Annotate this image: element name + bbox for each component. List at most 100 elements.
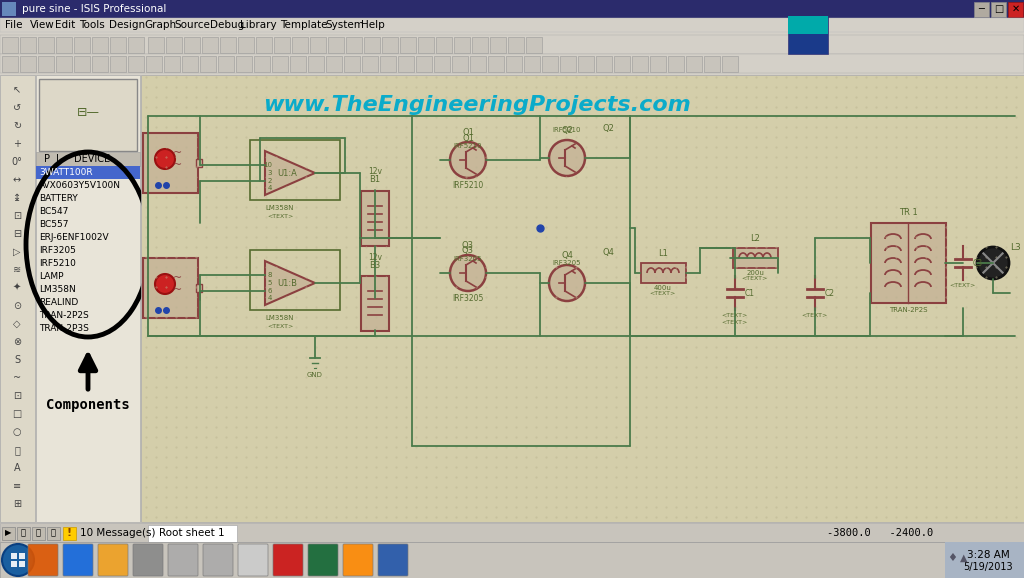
Text: ⌒: ⌒: [14, 445, 19, 455]
Text: L2: L2: [750, 234, 760, 243]
Text: □: □: [12, 409, 22, 419]
FancyBboxPatch shape: [364, 36, 380, 53]
Text: L1: L1: [658, 249, 668, 258]
Text: ERJ-6ENF1002V: ERJ-6ENF1002V: [39, 233, 109, 242]
FancyBboxPatch shape: [0, 35, 1024, 54]
FancyBboxPatch shape: [256, 36, 272, 53]
Text: www.TheEngineeringProjects.com: www.TheEngineeringProjects.com: [263, 95, 690, 115]
Text: Tools: Tools: [80, 20, 105, 30]
FancyBboxPatch shape: [523, 55, 541, 72]
Text: ⊙: ⊙: [13, 301, 22, 311]
FancyBboxPatch shape: [92, 36, 109, 53]
FancyBboxPatch shape: [19, 55, 36, 72]
Circle shape: [450, 142, 486, 178]
Text: 0°: 0°: [11, 157, 23, 167]
Text: ○: ○: [12, 427, 22, 437]
Text: AVX0603Y5V100N: AVX0603Y5V100N: [39, 181, 121, 190]
Text: □: □: [994, 4, 1004, 14]
FancyBboxPatch shape: [181, 55, 199, 72]
FancyBboxPatch shape: [1008, 2, 1023, 17]
FancyBboxPatch shape: [36, 166, 140, 179]
Text: ~: ~: [13, 373, 22, 383]
Text: System: System: [326, 20, 365, 30]
FancyBboxPatch shape: [945, 542, 1024, 578]
FancyBboxPatch shape: [2, 527, 15, 540]
Text: LM358N: LM358N: [39, 285, 76, 294]
Text: ≋: ≋: [13, 265, 22, 275]
FancyBboxPatch shape: [434, 55, 451, 72]
Text: pure sine - ISIS Professional: pure sine - ISIS Professional: [22, 4, 166, 14]
FancyBboxPatch shape: [361, 55, 378, 72]
FancyBboxPatch shape: [39, 79, 137, 151]
Text: 12v: 12v: [368, 253, 382, 261]
FancyBboxPatch shape: [196, 284, 202, 292]
Text: BATTERY: BATTERY: [39, 194, 78, 203]
Text: IRF3205: IRF3205: [39, 246, 76, 255]
Text: Q3: Q3: [462, 246, 474, 255]
FancyBboxPatch shape: [640, 263, 685, 283]
Text: L3: L3: [1010, 243, 1021, 253]
FancyBboxPatch shape: [145, 55, 162, 72]
Text: C2: C2: [825, 288, 835, 298]
FancyBboxPatch shape: [183, 36, 201, 53]
Text: 3:28 AM: 3:28 AM: [967, 550, 1010, 560]
Text: 4: 4: [267, 295, 272, 301]
FancyBboxPatch shape: [309, 36, 327, 53]
Text: TRAN-2P3S: TRAN-2P3S: [39, 324, 89, 333]
FancyBboxPatch shape: [0, 54, 1024, 73]
FancyBboxPatch shape: [613, 55, 631, 72]
FancyBboxPatch shape: [991, 2, 1006, 17]
FancyBboxPatch shape: [632, 55, 648, 72]
Text: 2: 2: [267, 178, 272, 184]
Text: ⏸: ⏸: [36, 528, 41, 538]
Text: REALIND: REALIND: [39, 298, 78, 307]
Text: ─: ─: [979, 4, 984, 14]
FancyBboxPatch shape: [74, 36, 90, 53]
FancyBboxPatch shape: [328, 36, 344, 53]
FancyBboxPatch shape: [788, 16, 828, 34]
Text: TRAN-2P2S: TRAN-2P2S: [889, 307, 928, 313]
Text: 12v: 12v: [368, 168, 382, 176]
FancyBboxPatch shape: [202, 36, 218, 53]
FancyBboxPatch shape: [196, 159, 202, 167]
Text: Q4: Q4: [561, 251, 573, 260]
Text: LM358N: LM358N: [266, 205, 294, 211]
FancyBboxPatch shape: [489, 36, 506, 53]
Text: 4: 4: [267, 185, 272, 191]
FancyBboxPatch shape: [435, 36, 453, 53]
FancyBboxPatch shape: [166, 36, 182, 53]
Text: ⊟: ⊟: [13, 229, 22, 239]
Text: BC557: BC557: [39, 220, 69, 229]
FancyBboxPatch shape: [36, 75, 140, 522]
FancyBboxPatch shape: [168, 544, 198, 576]
FancyBboxPatch shape: [128, 36, 144, 53]
FancyBboxPatch shape: [147, 36, 164, 53]
FancyBboxPatch shape: [508, 36, 524, 53]
FancyBboxPatch shape: [542, 55, 558, 72]
FancyBboxPatch shape: [578, 55, 594, 72]
Text: LM358N: LM358N: [266, 315, 294, 321]
Text: <TEXT>: <TEXT>: [650, 291, 676, 296]
Text: ↨: ↨: [13, 193, 22, 203]
Text: ▶: ▶: [5, 528, 11, 538]
Text: -3800.0   -2400.0: -3800.0 -2400.0: [826, 528, 933, 538]
Text: !: !: [67, 528, 72, 538]
Text: 10: 10: [263, 162, 272, 168]
Text: IRF5210: IRF5210: [39, 259, 76, 268]
Text: DEVICE: DEVICE: [74, 154, 111, 164]
FancyBboxPatch shape: [164, 55, 180, 72]
FancyBboxPatch shape: [0, 542, 1024, 578]
Text: <TEXT>: <TEXT>: [722, 313, 749, 318]
Text: ▷: ▷: [13, 247, 20, 257]
FancyBboxPatch shape: [0, 18, 1024, 32]
FancyBboxPatch shape: [416, 55, 432, 72]
FancyBboxPatch shape: [361, 191, 389, 246]
FancyBboxPatch shape: [344, 55, 360, 72]
FancyBboxPatch shape: [200, 55, 216, 72]
FancyBboxPatch shape: [0, 0, 1024, 18]
Text: Source: Source: [175, 20, 211, 30]
FancyBboxPatch shape: [361, 276, 389, 331]
Circle shape: [450, 255, 486, 291]
FancyBboxPatch shape: [38, 36, 54, 53]
Text: 8: 8: [267, 272, 272, 278]
